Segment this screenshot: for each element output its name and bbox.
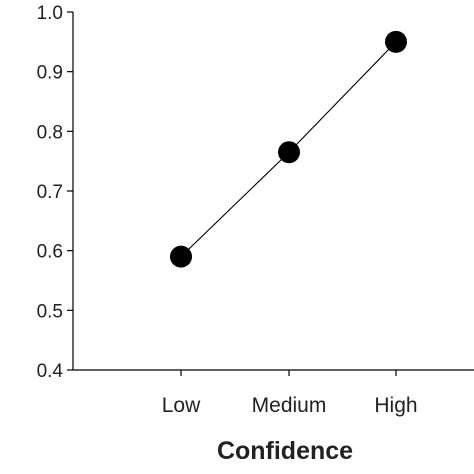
x-axis-title: Confidence	[217, 437, 353, 465]
data-point-high	[385, 30, 407, 53]
data-point-low	[170, 245, 192, 268]
y-tick-label: 0.6	[37, 242, 63, 263]
y-tick-label: 0.5	[37, 301, 63, 322]
y-axis: 0.4 0.5 0.6 0.7 0.8 0.9 1.0	[37, 3, 74, 382]
y-tick-label: 0.8	[37, 122, 63, 143]
series	[170, 30, 407, 268]
data-point-medium	[278, 141, 300, 164]
x-tick-label: High	[374, 394, 417, 417]
y-tick-label: 0.7	[37, 182, 63, 203]
y-tick-label: 1.0	[37, 3, 63, 24]
x-tick-label: Low	[162, 394, 201, 417]
y-tick-label: 0.4	[37, 361, 64, 382]
x-tick-label: Medium	[252, 394, 327, 417]
y-tick-label: 0.9	[37, 63, 63, 84]
x-axis: Low Medium High	[73, 369, 474, 417]
